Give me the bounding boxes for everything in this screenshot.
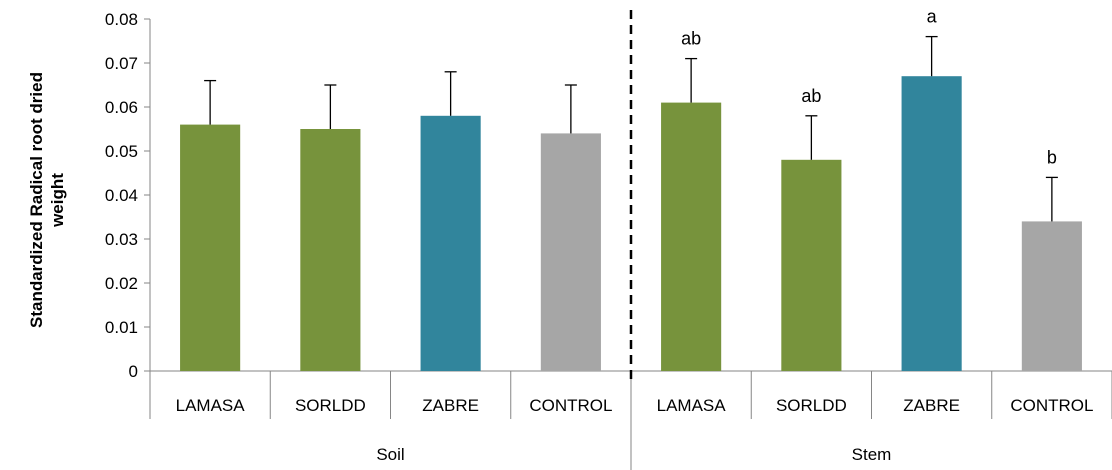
category-label: CONTROL	[1010, 396, 1093, 415]
category-label: ZABRE	[903, 396, 960, 415]
y-tick-label: 0.05	[105, 142, 138, 161]
significance-label: ab	[801, 86, 821, 106]
y-tick-label: 0.02	[105, 274, 138, 293]
y-tick-label: 0.07	[105, 54, 138, 73]
y-tick-label: 0.03	[105, 230, 138, 249]
significance-label: b	[1047, 147, 1057, 167]
category-label: LAMASA	[176, 396, 246, 415]
y-tick-label: 0.04	[105, 186, 138, 205]
bar-sorldd	[781, 159, 842, 371]
bar-control	[1021, 221, 1082, 371]
group-label-stem: Stem	[852, 445, 892, 464]
y-tick-label: 0.08	[105, 10, 138, 29]
category-label: SORLDD	[776, 396, 847, 415]
plot-area: 0 0.01 0.02 0.03 0.04 0.05 0.06 0.07 0.08 Soil Ste…	[105, 7, 1112, 470]
category-label: LAMASA	[657, 396, 727, 415]
y-tick-label: 0.01	[105, 318, 138, 337]
y-tick-label: 0.06	[105, 98, 138, 117]
bar-sorldd	[300, 129, 361, 371]
y-axis-title: Standardized Radical root dried weight	[27, 72, 67, 328]
group-label-soil: Soil	[376, 445, 404, 464]
significance-label: ab	[681, 29, 701, 49]
bar-lamasa	[180, 124, 241, 371]
y-axis-title-line-2: weight	[48, 173, 67, 228]
category-label: ZABRE	[422, 396, 479, 415]
category-label: CONTROL	[529, 396, 612, 415]
y-axis-title-line-1: Standardized Radical root dried	[27, 72, 46, 328]
bar-control	[540, 133, 601, 371]
bar-zabre	[901, 76, 962, 371]
bar-lamasa	[661, 102, 722, 371]
category-label: SORLDD	[295, 396, 366, 415]
y-tick-label: 0	[129, 362, 138, 381]
bar-zabre	[420, 115, 481, 371]
significance-label: a	[927, 7, 938, 27]
